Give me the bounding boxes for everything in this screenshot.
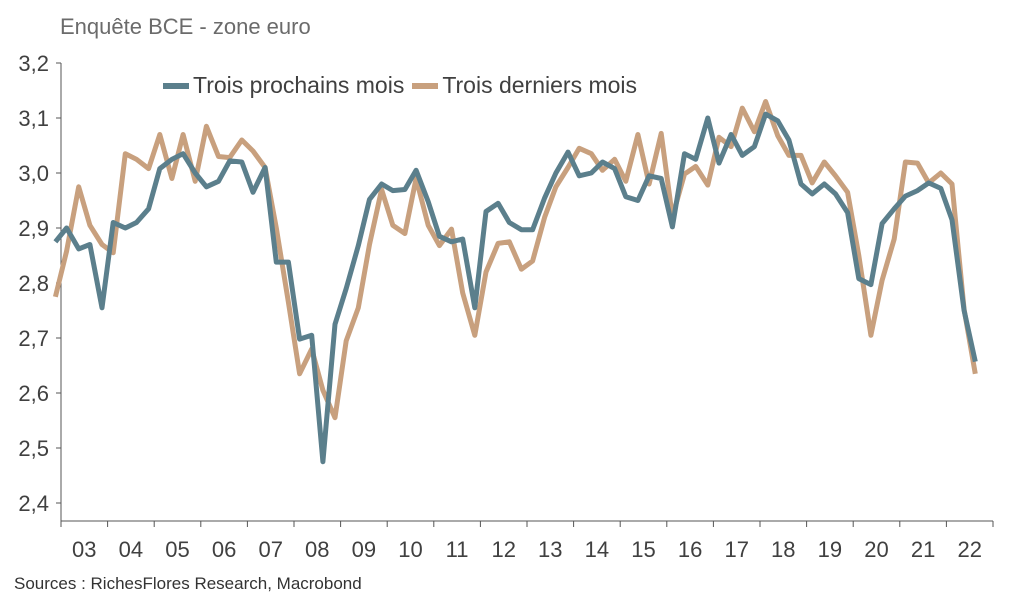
x-tick-label: 11 — [446, 537, 469, 562]
x-tick-label: 03 — [72, 537, 96, 562]
y-tick-label: 3,0 — [18, 161, 49, 186]
x-tick-label: 06 — [212, 537, 236, 562]
x-tick-label: 21 — [911, 537, 935, 562]
x-tick-label: 22 — [957, 537, 981, 562]
series-line-2 — [52, 99, 978, 421]
legend-swatch-series-2 — [412, 82, 439, 89]
legend-item-series-2: Trois derniers mois — [412, 72, 637, 99]
series-line-1 — [53, 111, 978, 465]
x-tick-label: 04 — [119, 537, 143, 562]
x-tick-label: 07 — [258, 537, 282, 562]
y-tick-label: 3,2 — [18, 51, 49, 76]
x-tick-label: 13 — [538, 537, 562, 562]
x-tick-label: 12 — [491, 537, 515, 562]
legend-swatch-series-1 — [163, 82, 189, 89]
y-tick-label: 2,5 — [18, 436, 49, 461]
legend-label-series-2: Trois derniers mois — [442, 72, 638, 98]
x-tick-label: 09 — [352, 537, 376, 562]
legend-label-series-1: Trois prochains mois — [193, 72, 405, 98]
x-tick-label: 18 — [771, 537, 795, 562]
x-tick-label: 10 — [398, 537, 422, 562]
source-note: Sources : RichesFlores Research, Macrobo… — [14, 574, 362, 593]
y-tick-label: 2,7 — [18, 326, 49, 351]
x-tick-label: 14 — [585, 537, 609, 562]
x-tick-label: 17 — [724, 537, 748, 562]
x-tick-label: 20 — [864, 537, 888, 562]
x-tick-label: 05 — [165, 537, 189, 562]
x-tick-label: 16 — [678, 537, 702, 562]
chart-legend: Trois prochains mois Trois derniers mois — [163, 72, 645, 99]
y-tick-label: 2,6 — [18, 381, 49, 406]
y-tick-label: 3,1 — [18, 106, 49, 131]
y-tick-label: 2,8 — [18, 271, 49, 296]
x-tick-label: 19 — [818, 537, 842, 562]
legend-item-series-1: Trois prochains mois — [163, 72, 404, 99]
x-tick-label: 15 — [631, 537, 655, 562]
chart-title: Enquête BCE - zone euro — [60, 14, 311, 39]
y-tick-label: 2,9 — [18, 216, 49, 241]
x-tick-label: 08 — [305, 537, 329, 562]
y-tick-label: 2,4 — [18, 491, 49, 516]
